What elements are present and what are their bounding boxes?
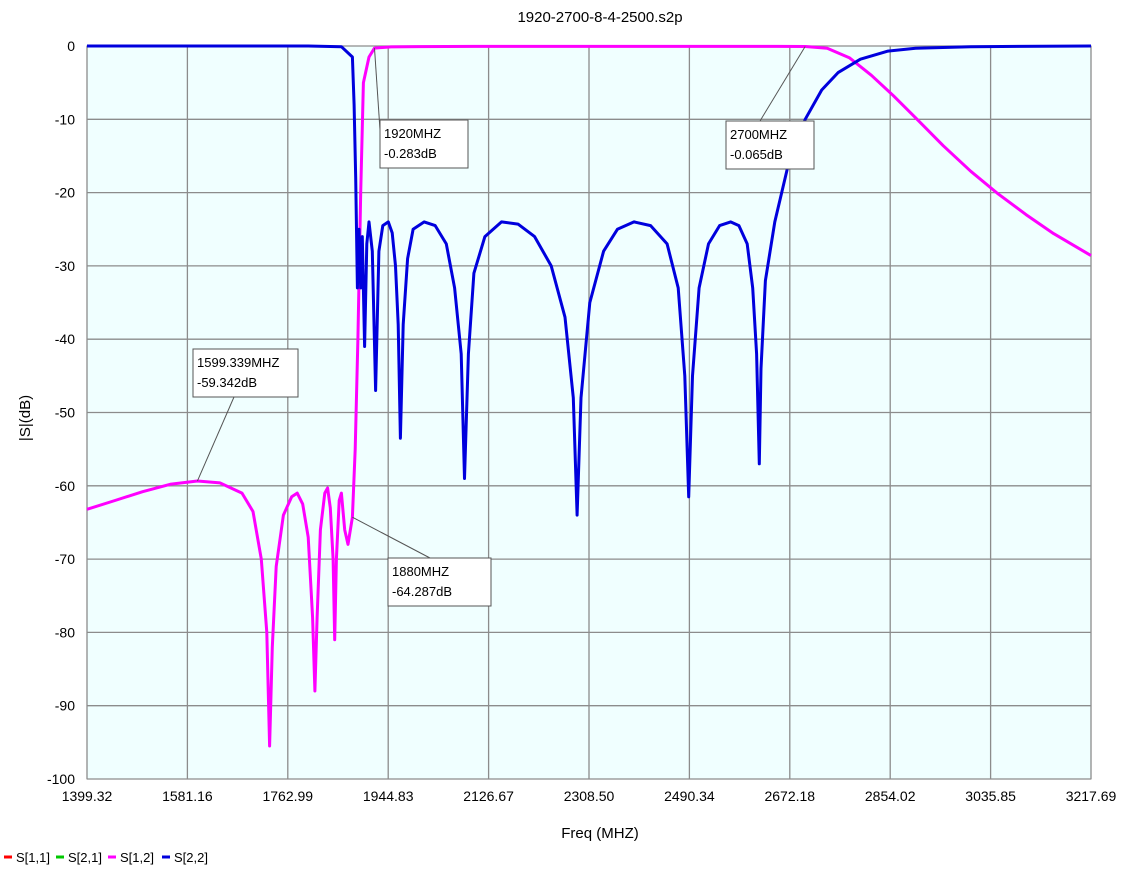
- annotation-text: -0.065dB: [730, 147, 783, 162]
- y-tick-label: -30: [55, 258, 75, 274]
- annotation-text: 1880MHZ: [392, 564, 449, 579]
- grid: [86, 45, 1092, 780]
- x-tick-label: 2672.18: [764, 788, 815, 804]
- annotation-text: -59.342dB: [197, 375, 257, 390]
- y-tick-label: -70: [55, 551, 75, 567]
- y-tick-label: -90: [55, 698, 75, 714]
- annotation-leader: [759, 46, 806, 122]
- y-tick-label: -60: [55, 478, 75, 494]
- legend-label: S[1,2]: [120, 850, 154, 865]
- legend-label: S[1,1]: [16, 850, 50, 865]
- x-tick-label: 2490.34: [664, 788, 715, 804]
- series-layer: [86, 44, 1092, 748]
- y-axis-label: |S|(dB): [17, 395, 34, 441]
- annotation-leader: [352, 516, 431, 559]
- annotation-text: -0.283dB: [384, 146, 437, 161]
- x-tick-label: 2308.50: [564, 788, 615, 804]
- annotation-box: [387, 557, 492, 607]
- x-axis-label: Freq (MHZ): [561, 825, 639, 842]
- x-tick-label: 1762.99: [262, 788, 313, 804]
- series-line-22: [87, 44, 1092, 517]
- y-tick-label: -50: [55, 405, 75, 421]
- x-tick-label: 1399.32: [62, 788, 113, 804]
- annotation-leader: [373, 48, 381, 131]
- annotation-text: 1599.339MHZ: [197, 355, 279, 370]
- x-tick-label: 2126.67: [463, 788, 514, 804]
- legend: S[1,1] S[2,1] S[1,2] S[2,2]: [4, 850, 208, 865]
- y-tick-label: -80: [55, 624, 75, 640]
- y-tick-label: 0: [67, 38, 75, 54]
- annotation-text: -64.287dB: [392, 584, 452, 599]
- annotation-layer: 1920MHZ -0.283dB 2700MHZ -0.065dB 1599.339MH…: [192, 46, 815, 607]
- chart-title: 1920-2700-8-4-2500.s2p: [517, 9, 682, 26]
- marker-annotation: 1880MHZ -64.287dB: [352, 516, 492, 607]
- x-tick-label: 1581.16: [162, 788, 213, 804]
- legend-label: S[2,1]: [68, 850, 102, 865]
- x-tick-label: 3217.69: [1066, 788, 1117, 804]
- annotation-box: [379, 119, 469, 169]
- annotation-box: [192, 348, 299, 398]
- y-tick-label: -20: [55, 185, 75, 201]
- series-line-12: [86, 44, 1092, 748]
- y-tick-label: -100: [47, 771, 75, 787]
- marker-annotation: 1920MHZ -0.283dB: [373, 48, 469, 169]
- marker-annotation: 2700MHZ -0.065dB: [725, 46, 815, 170]
- x-tick-label: 2854.02: [865, 788, 916, 804]
- axis-ticks: 1399.32 1581.16 1762.99 1944.83 2126.67 2308.…: [47, 38, 1117, 804]
- y-tick-label: -10: [55, 111, 75, 127]
- annotation-text: 2700MHZ: [730, 127, 787, 142]
- annotation-box: [725, 120, 815, 170]
- x-tick-label: 1944.83: [363, 788, 414, 804]
- marker-annotation: 1599.339MHZ -59.342dB: [192, 348, 299, 482]
- legend-label: S[2,2]: [174, 850, 208, 865]
- x-tick-label: 3035.85: [965, 788, 1016, 804]
- y-tick-label: -40: [55, 331, 75, 347]
- annotation-leader: [196, 396, 235, 482]
- annotation-text: 1920MHZ: [384, 126, 441, 141]
